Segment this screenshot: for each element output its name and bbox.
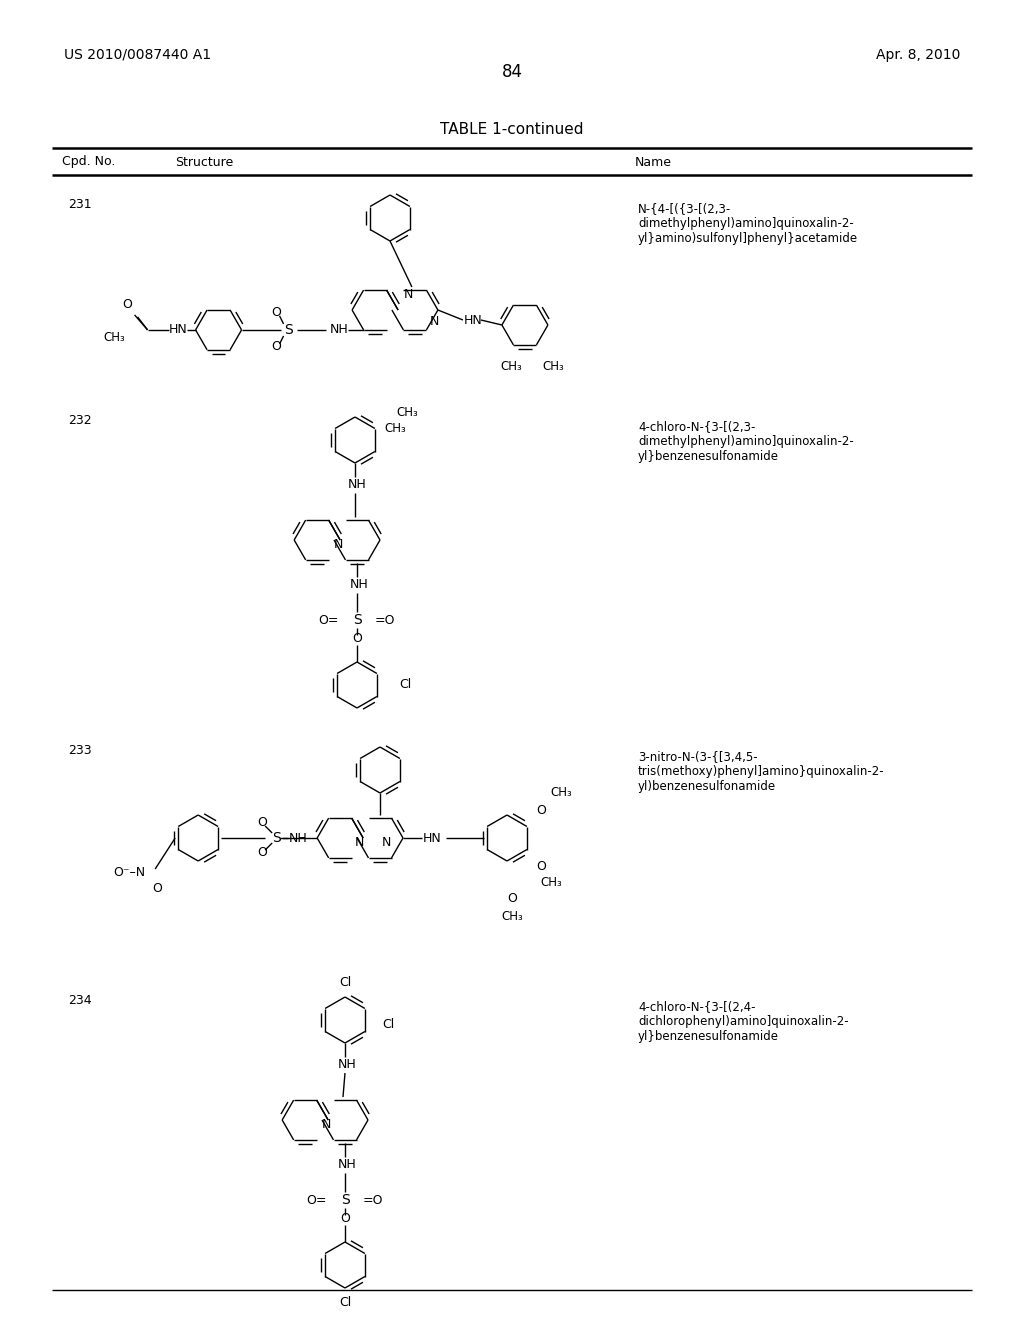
Text: O⁻–N: O⁻–N [113,866,145,879]
Text: N: N [322,1118,332,1131]
Text: NH: NH [347,479,367,491]
Text: S: S [341,1193,349,1206]
Text: NH: NH [349,578,369,591]
Text: S: S [352,612,361,627]
Text: NH: NH [289,832,307,845]
Text: S: S [271,832,281,845]
Text: Structure: Structure [175,156,233,169]
Text: CH₃: CH₃ [396,405,418,418]
Text: =O: =O [375,614,395,627]
Text: O: O [153,883,162,895]
Text: CH₃: CH₃ [500,359,522,372]
Text: 4-chloro-N-{3-[(2,4-
dichlorophenyl)amino]quinoxalin-2-
yl}benzenesulfonamide: 4-chloro-N-{3-[(2,4- dichlorophenyl)amin… [638,1001,849,1043]
Text: HN: HN [423,832,441,845]
Text: S: S [285,323,293,337]
Text: 4-chloro-N-{3-[(2,3-
dimethylphenyl)amino]quinoxalin-2-
yl}benzenesulfonamide: 4-chloro-N-{3-[(2,3- dimethylphenyl)amin… [638,420,854,463]
Text: CH₃: CH₃ [542,359,564,372]
Text: 233: 233 [68,743,91,756]
Text: Cl: Cl [399,678,411,692]
Text: TABLE 1-continued: TABLE 1-continued [440,123,584,137]
Text: 84: 84 [502,63,522,81]
Text: Cpd. No.: Cpd. No. [62,156,116,169]
Text: O: O [536,804,546,817]
Text: N-{4-[({3-[(2,3-
dimethylphenyl)amino]quinoxalin-2-
yl}amino)sulfonyl]phenyl}ace: N-{4-[({3-[(2,3- dimethylphenyl)amino]qu… [638,202,858,246]
Text: O: O [271,306,282,319]
Text: O: O [340,1212,350,1225]
Text: NH: NH [338,1159,356,1172]
Text: HN: HN [169,323,188,337]
Text: CH₃: CH₃ [384,422,406,436]
Text: Cl: Cl [339,1296,351,1309]
Text: N: N [334,539,343,552]
Text: O=: O= [306,1193,327,1206]
Text: CH₃: CH₃ [550,787,571,800]
Text: Cl: Cl [382,1019,394,1031]
Text: 3-nitro-N-(3-{[3,4,5-
tris(methoxy)phenyl]amino}quinoxalin-2-
yl)benzenesulfonam: 3-nitro-N-(3-{[3,4,5- tris(methoxy)pheny… [638,750,885,793]
Text: US 2010/0087440 A1: US 2010/0087440 A1 [63,48,211,62]
Text: N: N [404,288,414,301]
Text: O: O [123,298,132,312]
Text: CH₃: CH₃ [501,909,523,923]
Text: Name: Name [635,156,672,169]
Text: O: O [257,846,267,859]
Text: N: N [354,837,364,850]
Text: 231: 231 [68,198,91,211]
Text: =O: =O [362,1193,384,1206]
Text: O: O [536,859,546,873]
Text: O: O [257,817,267,829]
Text: N: N [382,837,391,850]
Text: O=: O= [318,614,339,627]
Text: HN: HN [464,314,482,326]
Text: CH₃: CH₃ [540,876,562,890]
Text: O: O [271,341,282,354]
Text: CH₃: CH₃ [103,331,126,345]
Text: NH: NH [330,323,349,337]
Text: NH: NH [338,1059,356,1072]
Text: Apr. 8, 2010: Apr. 8, 2010 [876,48,961,62]
Text: 232: 232 [68,413,91,426]
Text: O: O [507,892,517,906]
Text: Cl: Cl [339,975,351,989]
Text: N: N [429,315,438,327]
Text: O: O [352,631,361,644]
Text: 234: 234 [68,994,91,1006]
